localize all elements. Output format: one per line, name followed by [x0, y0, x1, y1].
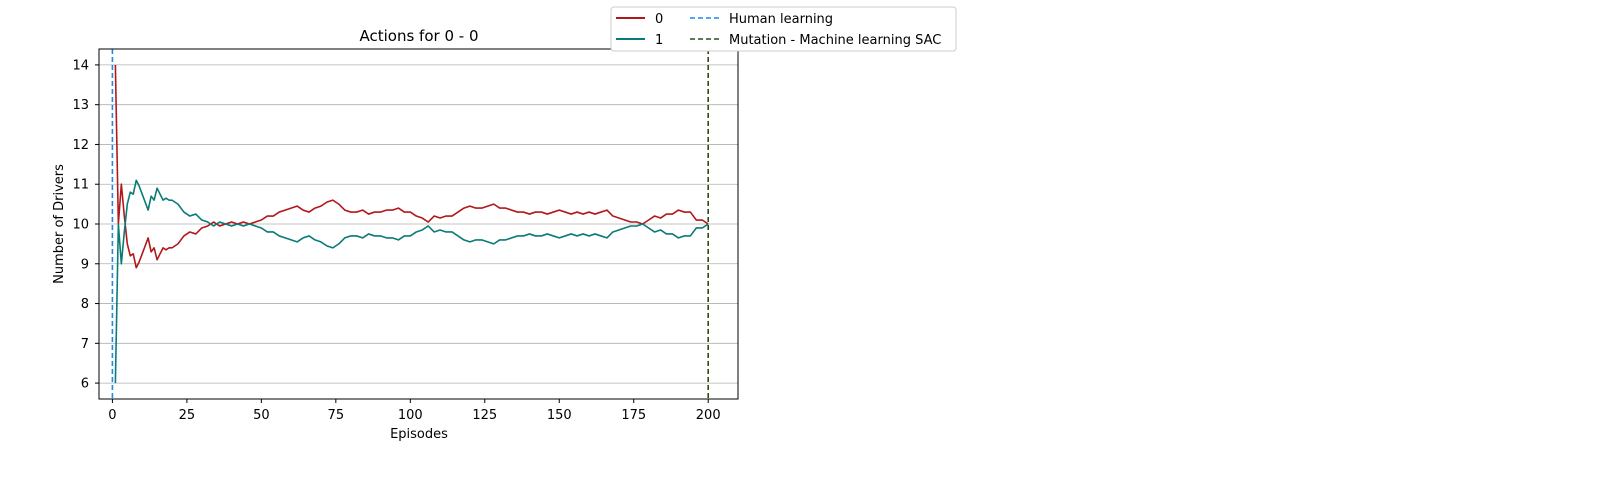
x-tick-label: 50 — [253, 408, 270, 423]
x-tick-label: 150 — [547, 408, 572, 423]
series-lines — [114, 64, 709, 384]
series-line-1 — [114, 179, 709, 384]
x-tick-label: 125 — [472, 408, 497, 423]
x-tick-label: 100 — [398, 408, 423, 423]
y-tick-label: 13 — [72, 98, 89, 113]
x-tick-label: 75 — [328, 408, 345, 423]
legend-label-series-0: 0 — [655, 12, 663, 27]
y-tick-label: 8 — [81, 297, 89, 312]
series-line-0 — [114, 64, 709, 269]
y-tick-label: 6 — [81, 377, 89, 392]
x-tick-label: 0 — [108, 408, 116, 423]
chart-title: Actions for 0 - 0 — [360, 27, 479, 45]
grid-lines — [99, 64, 738, 384]
y-tick-label: 10 — [72, 218, 89, 233]
legend-label-mutation-sac: Mutation - Machine learning SAC — [729, 33, 941, 48]
y-tick-label: 7 — [81, 337, 89, 352]
y-tick-label: 11 — [72, 178, 89, 193]
x-tick-label: 25 — [179, 408, 196, 423]
y-tick-label: 14 — [72, 58, 89, 73]
legend-box — [610, 6, 957, 52]
legend-label-human-learning: Human learning — [729, 12, 833, 27]
vertical-markers — [111, 49, 710, 399]
legend: 0 1 Human learning Mutation - Machine le… — [610, 6, 957, 52]
x-axis-ticks: 0 25 50 75 100 125 150 175 200 — [108, 399, 721, 423]
y-axis-ticks: 6 7 8 9 10 11 12 13 14 — [72, 58, 99, 392]
y-tick-label: 12 — [72, 138, 89, 153]
x-tick-label: 200 — [696, 408, 721, 423]
x-tick-label: 175 — [621, 408, 646, 423]
y-axis-label: Number of Drivers — [52, 164, 67, 284]
y-tick-label: 9 — [81, 257, 89, 272]
legend-label-series-1: 1 — [655, 33, 663, 48]
x-axis-label: Episodes — [390, 427, 448, 442]
